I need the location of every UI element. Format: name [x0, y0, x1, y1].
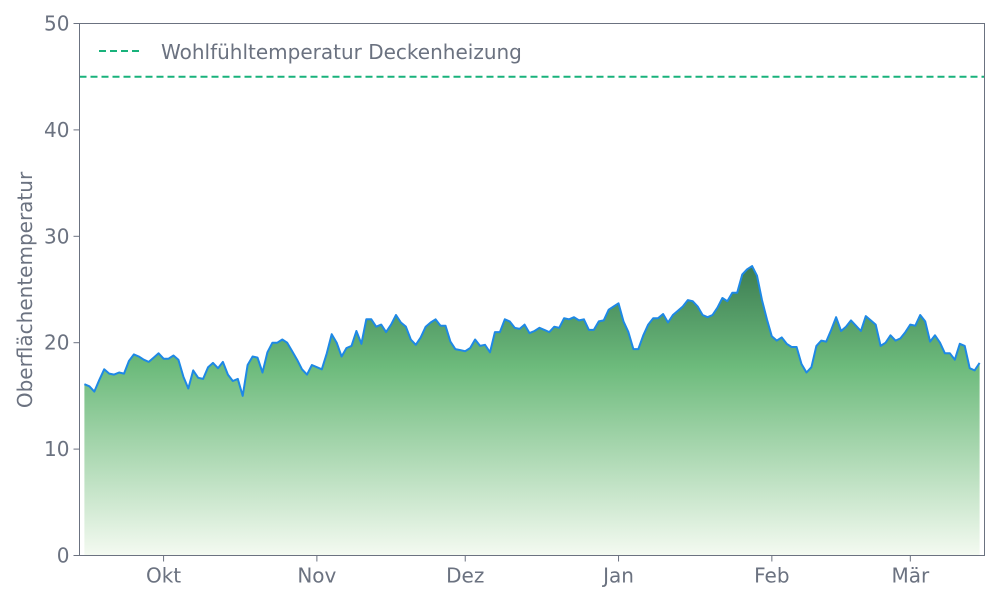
y-tick-label: 40	[44, 118, 69, 142]
y-tick-label: 10	[44, 437, 69, 461]
x-tick-label: Feb	[754, 564, 789, 588]
temperature-line	[84, 265, 981, 397]
x-tick-label: Okt	[146, 564, 181, 588]
legend: Wohlfühltemperatur Deckenheizung	[99, 40, 522, 64]
x-tick-label: Dez	[446, 564, 484, 588]
plot-area	[79, 75, 985, 556]
temperature-area	[84, 266, 980, 556]
y-tick-label: 20	[44, 331, 69, 355]
y-axis: 0 10 20 30 40 50	[44, 12, 80, 568]
x-tick-label: Nov	[297, 564, 336, 588]
y-tick-label: 30	[44, 224, 69, 248]
y-axis-title: Oberflächentemperatur	[13, 171, 37, 408]
plot-frame	[79, 23, 985, 556]
y-tick-label: 50	[44, 12, 69, 36]
y-tick-label: 0	[57, 544, 70, 568]
x-tick-label: Jan	[601, 564, 634, 588]
x-tick-label: Mär	[891, 564, 930, 588]
x-axis: Okt Nov Dez Jan Feb Mär	[146, 555, 930, 588]
legend-label: Wohlfühltemperatur Deckenheizung	[161, 40, 522, 64]
